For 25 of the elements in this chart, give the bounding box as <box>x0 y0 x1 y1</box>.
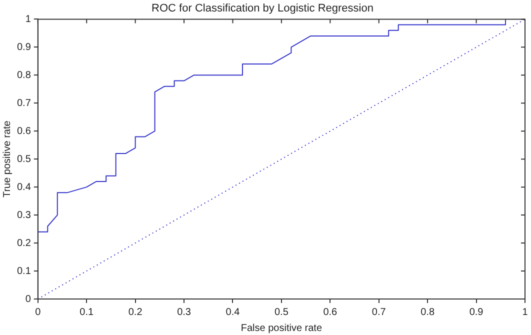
x-tick-label: 0.9 <box>469 306 484 318</box>
x-tick-label: 0.6 <box>323 306 338 318</box>
x-tick-label: 0.1 <box>80 306 94 318</box>
y-tick-label: 0.7 <box>16 98 32 109</box>
x-tick-label: 0.2 <box>128 306 143 318</box>
x-tick-label: 0.3 <box>177 306 192 318</box>
x-tick-label: 0 <box>35 306 42 318</box>
y-tick-label: 0.1 <box>16 266 32 277</box>
x-tick-label: 1 <box>522 306 528 318</box>
y-tick-label: 0.3 <box>16 210 32 221</box>
y-tick-label: 0.6 <box>16 126 32 137</box>
y-tick-label: 0.2 <box>16 238 32 249</box>
y-tick-label: 0.4 <box>16 182 32 193</box>
x-tick-label: 0.4 <box>226 306 240 318</box>
y-tick-label: 1 <box>25 14 32 25</box>
y-tick-label: 0.5 <box>16 154 32 165</box>
y-axis-title: True positive rate <box>2 120 13 198</box>
x-tick-label: 0.5 <box>274 306 289 318</box>
x-tick-label: 0.8 <box>420 306 435 318</box>
y-tick-label: 0.8 <box>16 70 32 81</box>
x-tick-label: 0.7 <box>372 306 386 318</box>
chart-title: ROC for Classification by Logistic Regression <box>152 2 374 15</box>
y-tick-label: 0.9 <box>16 42 32 53</box>
x-axis-title: False positive rate <box>240 322 322 334</box>
y-tick-label: 0 <box>25 294 32 305</box>
